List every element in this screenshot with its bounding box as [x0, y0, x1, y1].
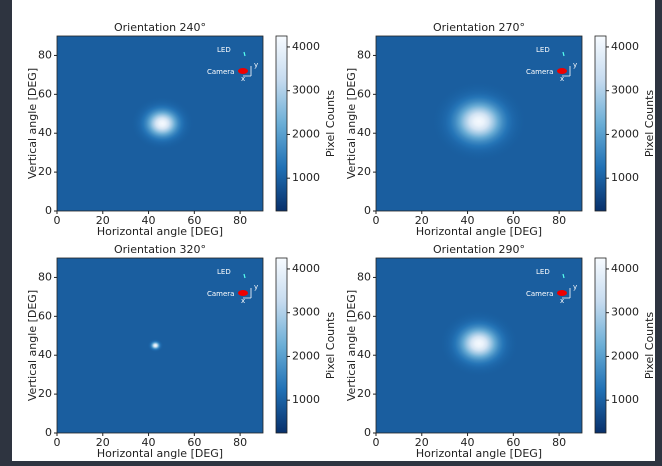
x-axis-label: Horizontal angle [DEG] — [416, 225, 542, 238]
colorbar-tick-label: 1000 — [292, 171, 320, 184]
colorbar-tick-label: 3000 — [292, 306, 320, 319]
camera-icon — [557, 290, 567, 296]
y-axis-label: Vertical angle [DEG] — [345, 68, 358, 179]
axis-x-label: x — [241, 75, 245, 83]
colorbar-label: Pixel Counts — [643, 90, 656, 158]
camera-icon — [238, 68, 248, 74]
y-tick-label: 80 — [357, 270, 371, 283]
colorbar-label: Pixel Counts — [643, 312, 656, 380]
y-axis-label: Vertical angle [DEG] — [26, 290, 39, 401]
x-tick-label: 0 — [54, 214, 61, 227]
subplot-title: Orientation 320° — [114, 243, 206, 256]
x-tick-label: 80 — [233, 436, 247, 449]
x-tick-label: 80 — [552, 436, 566, 449]
colorbar-label: Pixel Counts — [324, 90, 337, 158]
axis-x-label: x — [241, 297, 245, 305]
axis-x-label: x — [560, 75, 564, 83]
x-tick-label: 80 — [233, 214, 247, 227]
camera-icon — [557, 68, 567, 74]
camera-label: Camera — [207, 290, 234, 298]
subplot-title: Orientation 270° — [433, 21, 525, 34]
colorbar-tick-label: 1000 — [611, 393, 639, 406]
y-tick-label: 40 — [357, 126, 371, 139]
y-tick-label: 80 — [38, 48, 52, 61]
y-tick-label: 0 — [364, 204, 371, 217]
colorbar — [595, 36, 606, 211]
y-tick-label: 20 — [357, 387, 371, 400]
light-spot — [431, 81, 527, 163]
y-tick-label: 20 — [38, 165, 52, 178]
x-tick-label: 0 — [373, 436, 380, 449]
axis-y-label: y — [254, 61, 258, 69]
colorbar-tick-label: 2000 — [611, 349, 639, 362]
y-tick-label: 0 — [45, 204, 52, 217]
x-axis-label: Horizontal angle [DEG] — [97, 447, 223, 460]
colorbar-tick-label: 1000 — [292, 393, 320, 406]
figure: 0 20 40 60 80 0 20 40 60 80 Orientation 240° Horizo… — [0, 0, 662, 466]
x-tick-label: 80 — [552, 214, 566, 227]
colorbar-tick-label: 3000 — [292, 84, 320, 97]
page: 0 20 40 60 80 0 20 40 60 80 Orientation 240° Horizo… — [0, 0, 662, 466]
led-label: LED — [217, 268, 231, 276]
light-spot — [130, 96, 194, 150]
x-tick-label: 0 — [373, 214, 380, 227]
y-tick-label: 60 — [38, 309, 52, 322]
y-axis-label: Vertical angle [DEG] — [345, 290, 358, 401]
y-tick-label: 0 — [364, 426, 371, 439]
colorbar-tick-label: 4000 — [611, 40, 639, 53]
colorbar-label: Pixel Counts — [324, 312, 337, 380]
subplot-title: Orientation 290° — [433, 243, 525, 256]
y-tick-label: 40 — [38, 348, 52, 361]
y-axis-label: Vertical angle [DEG] — [26, 68, 39, 179]
colorbar-tick-label: 2000 — [292, 349, 320, 362]
y-tick-label: 20 — [38, 387, 52, 400]
axis-x-label: x — [560, 297, 564, 305]
colorbar-tick-label: 1000 — [611, 171, 639, 184]
colorbar-tick-label: 3000 — [611, 306, 639, 319]
y-tick-label: 40 — [38, 126, 52, 139]
camera-label: Camera — [207, 68, 234, 76]
camera-icon — [238, 290, 248, 296]
x-tick-label: 0 — [54, 436, 61, 449]
x-axis-label: Horizontal angle [DEG] — [416, 447, 542, 460]
camera-label: Camera — [526, 68, 553, 76]
led-label: LED — [536, 268, 550, 276]
colorbar — [595, 258, 606, 433]
subplot-title: Orientation 240° — [114, 21, 206, 34]
axis-y-label: y — [573, 61, 577, 69]
colorbar-tick-label: 4000 — [292, 262, 320, 275]
x-axis-label: Horizontal angle [DEG] — [97, 225, 223, 238]
light-spot — [147, 339, 163, 353]
led-label: LED — [217, 46, 231, 54]
camera-label: Camera — [526, 290, 553, 298]
axis-y-label: y — [573, 283, 577, 291]
y-tick-label: 20 — [357, 165, 371, 178]
y-tick-label: 80 — [38, 270, 52, 283]
light-spot — [439, 310, 519, 378]
colorbar-tick-label: 3000 — [611, 84, 639, 97]
colorbar-tick-label: 2000 — [611, 127, 639, 140]
colorbar — [276, 36, 287, 211]
colorbar-tick-label: 2000 — [292, 127, 320, 140]
y-tick-label: 60 — [38, 87, 52, 100]
led-label: LED — [536, 46, 550, 54]
y-tick-label: 80 — [357, 48, 371, 61]
y-tick-label: 60 — [357, 87, 371, 100]
colorbar — [276, 258, 287, 433]
axis-y-label: y — [254, 283, 258, 291]
y-tick-label: 40 — [357, 348, 371, 361]
y-tick-label: 0 — [45, 426, 52, 439]
y-tick-label: 60 — [357, 309, 371, 322]
colorbar-tick-label: 4000 — [611, 262, 639, 275]
colorbar-tick-label: 4000 — [292, 40, 320, 53]
